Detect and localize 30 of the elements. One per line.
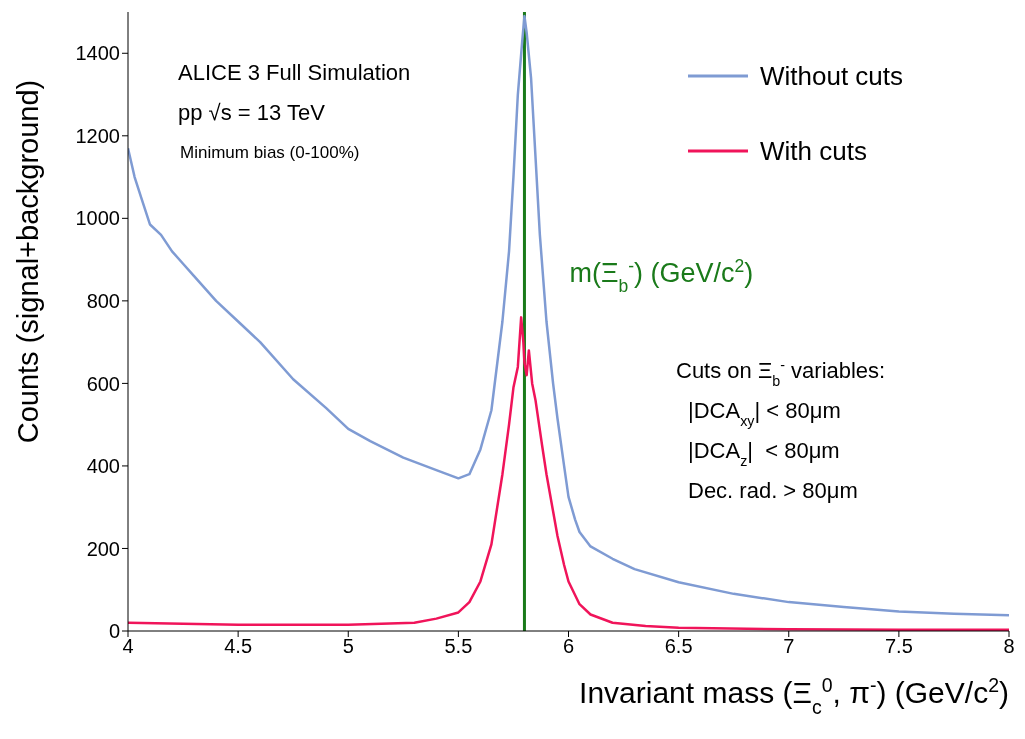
y-tick-label: 200 xyxy=(86,537,120,560)
annotation: pp √s = 13 TeV xyxy=(178,100,326,125)
legend-label: Without cuts xyxy=(760,61,904,91)
annotation: ALICE 3 Full Simulation xyxy=(178,60,411,85)
annotation: Dec. rad. > 80μm xyxy=(688,478,858,503)
x-tick-label: 6 xyxy=(562,635,575,658)
x-tick-label: 4.5 xyxy=(224,635,253,658)
x-tick-label: 4 xyxy=(122,635,134,658)
annotation: Cuts on Ξ$_{b}$$^{-}$ variables: xyxy=(676,357,886,389)
annotation: Minimum bias (0-100%) xyxy=(180,143,360,162)
annotation: |DCA$_{xy}$| < 80μm xyxy=(688,398,841,429)
x-tick-label: 5 xyxy=(342,635,354,658)
y-tick-label: 800 xyxy=(86,289,120,312)
x-axis-title: Invariant mass (Ξ$_{c}$$^{0}$, π$^{-}$) (GeV/c$^{2}$) xyxy=(579,674,1009,718)
line-series xyxy=(128,14,1009,617)
y-tick-label: 1200 xyxy=(75,124,120,147)
x-tick-label: 6.5 xyxy=(664,635,693,658)
y-tick-label: 600 xyxy=(86,372,120,395)
y-tick-label: 0 xyxy=(108,620,120,643)
y-tick-label: 400 xyxy=(86,455,120,478)
legend-label: With cuts xyxy=(760,136,867,166)
ref-line-label: m(Ξ$_{b}$$^{-}$) (GeV/c$^{2}$) xyxy=(569,256,754,296)
x-tick-label: 5.5 xyxy=(444,635,473,658)
x-tick-label: 7.5 xyxy=(884,635,913,658)
annotation: |DCA$_{z}$| < 80μm xyxy=(688,438,840,469)
x-tick-label: 8 xyxy=(1003,635,1015,658)
y-tick-label: 1400 xyxy=(75,42,120,65)
y-axis-title: Counts (signal+background) xyxy=(12,79,44,444)
y-tick-label: 1000 xyxy=(75,207,120,230)
x-tick-label: 7 xyxy=(783,635,795,658)
